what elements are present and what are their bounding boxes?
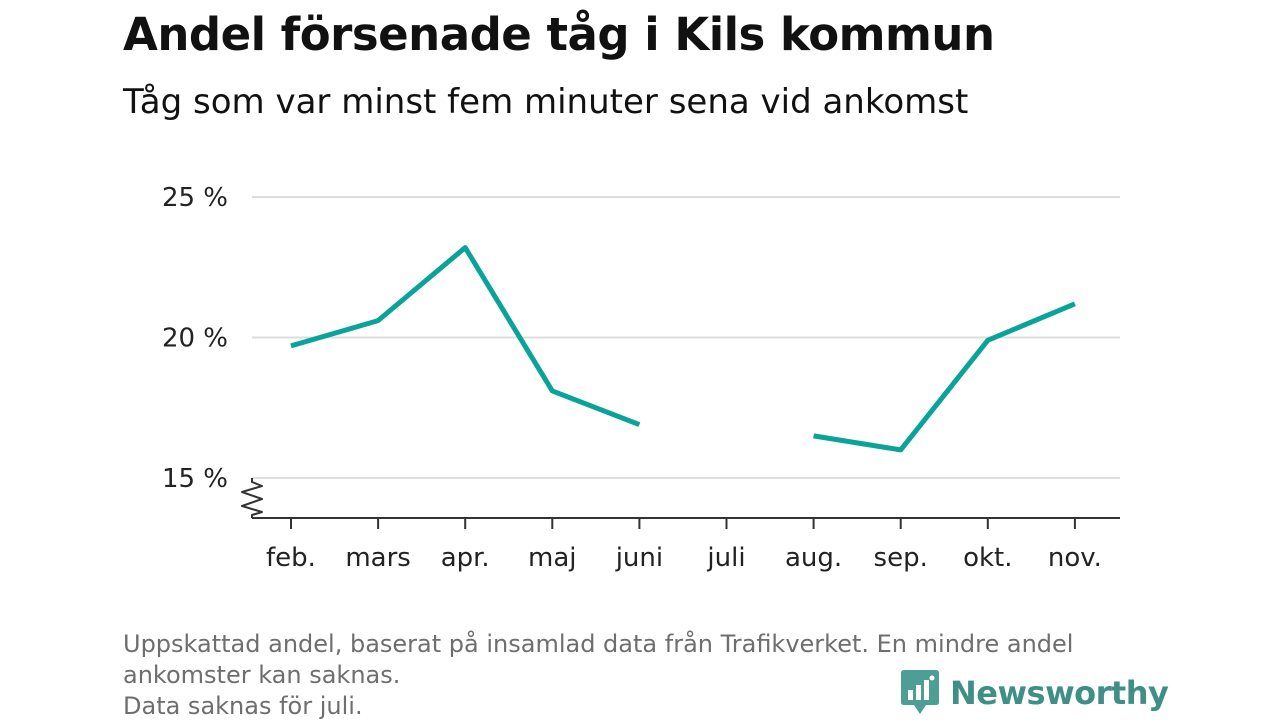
series-line-segment [290, 245, 641, 427]
x-axis-labels: feb. mars apr. maj juni juli aug. sep. okt. nov. [266, 543, 1102, 573]
chart-title: Andel försenade tåg i Kils kommun [123, 8, 995, 61]
x-tick-label: juni [615, 543, 663, 573]
footnote-line: Data saknas för juli. [123, 692, 363, 720]
x-tick-label: aug. [785, 543, 842, 573]
y-axis-labels: 15 % 20 % 25 % [162, 183, 228, 494]
series-line-segment [813, 301, 1076, 453]
x-tick-label: apr. [441, 543, 490, 573]
x-tick-label: juli [706, 543, 745, 573]
gridlines [252, 196, 1120, 479]
line-chart: 15 % 20 % 25 % feb. mars apr. maj juni juli aug.… [162, 183, 1120, 573]
footnote-line: ankomster kan saknas. [123, 661, 401, 689]
y-tick-label: 25 % [162, 183, 228, 213]
data-lines [290, 245, 1076, 453]
chart-subtitle: Tåg som var minst fem minuter sena vid a… [123, 82, 969, 122]
x-tick-label: mars [345, 543, 411, 573]
axis-break-marker [241, 478, 263, 518]
footnote-line: Uppskattad andel, baserat på insamlad da… [123, 630, 1074, 658]
y-tick-label: 15 % [162, 464, 228, 494]
x-tick-label: maj [528, 543, 576, 573]
x-tick-label: nov. [1048, 543, 1102, 573]
brand-name: Newsworthy [950, 674, 1169, 712]
brand-logo: Newsworthy [900, 668, 1169, 718]
x-tick-label: feb. [266, 543, 316, 573]
x-axis [241, 478, 1120, 529]
footnote: Uppskattad andel, baserat på insamlad da… [123, 629, 1163, 722]
bar-chart-icon [901, 670, 939, 714]
x-tick-label: okt. [963, 543, 1012, 573]
y-tick-label: 20 % [162, 324, 228, 354]
x-tick-label: sep. [874, 543, 928, 573]
